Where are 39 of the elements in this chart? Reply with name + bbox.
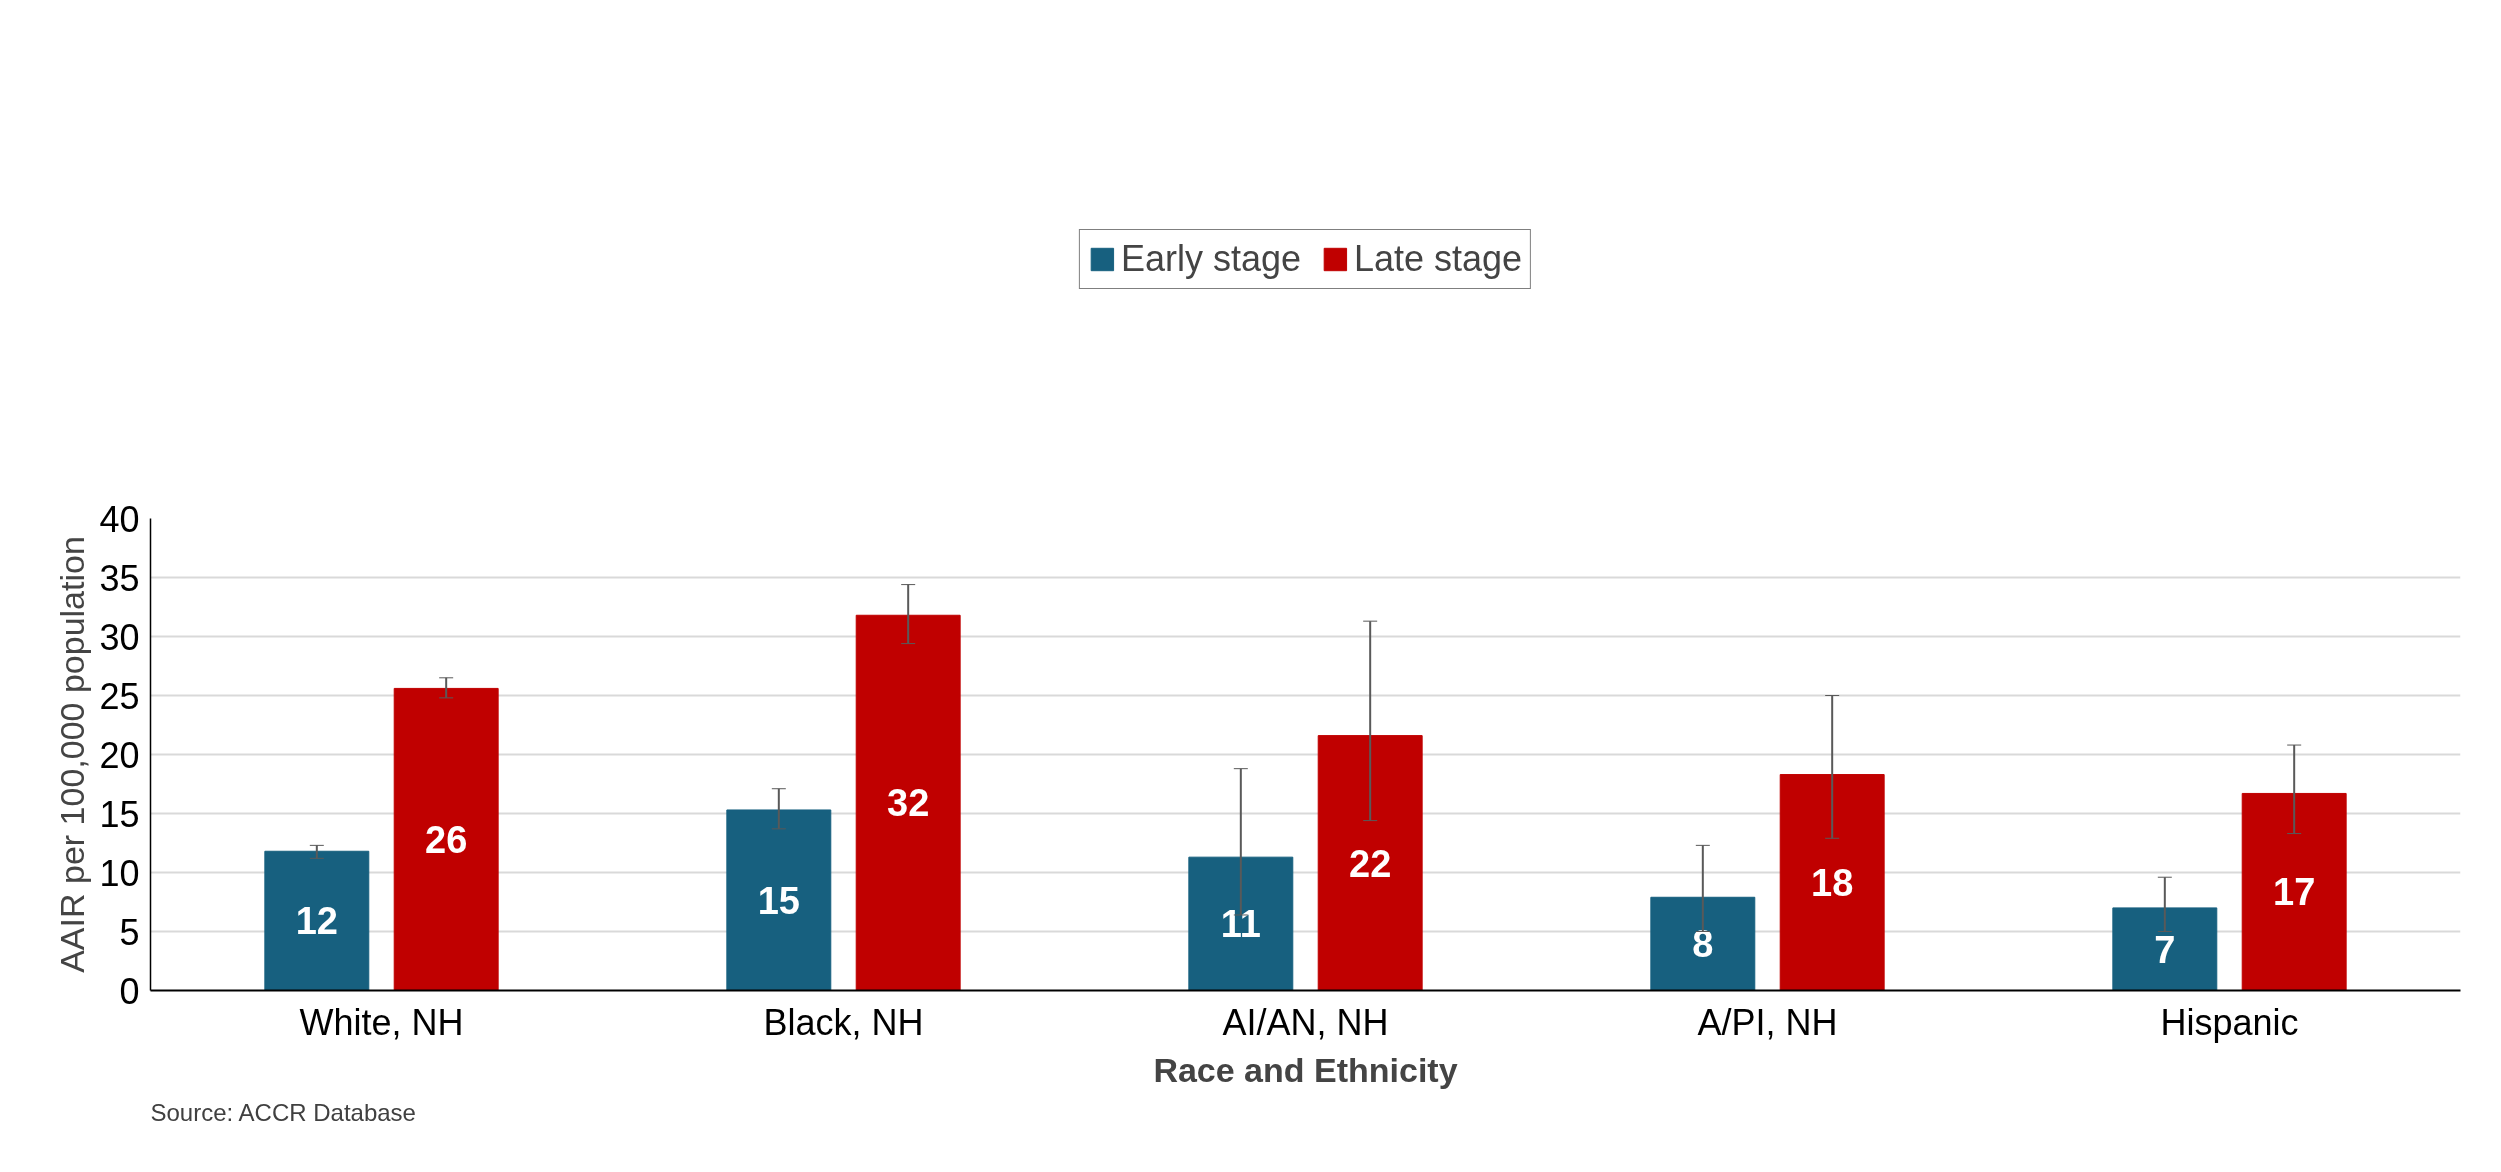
y-tick-label: 40 [99, 498, 140, 540]
y-axis-title: AAIR per 100,000 population [53, 536, 92, 973]
bar [1317, 735, 1423, 991]
y-tick-label: 20 [99, 734, 140, 776]
data-label: 26 [425, 818, 468, 861]
y-tick-label: 30 [99, 616, 140, 658]
x-tick-label: AI/AN, NH [1222, 1001, 1389, 1043]
y-tick-label: 5 [119, 911, 140, 953]
bar [1779, 774, 1885, 991]
y-tick-label: 35 [99, 557, 140, 599]
bar [726, 809, 832, 991]
x-axis-title: Race and Ethnicity [1153, 1050, 1458, 1089]
data-label: 8 [1692, 923, 1714, 966]
bar [2112, 907, 2218, 991]
x-tick-label: A/PI, NH [1697, 1001, 1838, 1043]
legend-label: Late stage [1353, 238, 1523, 280]
bar [264, 850, 370, 991]
bar [393, 687, 499, 991]
y-tick-label: 15 [99, 793, 140, 835]
data-label: 32 [887, 782, 930, 825]
x-tick-label: Hispanic [2160, 1001, 2299, 1043]
data-label: 12 [295, 900, 338, 943]
legend-label: Early stage [1120, 238, 1301, 280]
bar [1188, 856, 1294, 991]
data-label: 15 [757, 879, 800, 922]
y-tick-label: 0 [119, 970, 140, 1012]
bar [855, 614, 961, 991]
y-tick-label: 10 [99, 852, 140, 894]
x-tick-label: Black, NH [763, 1001, 924, 1043]
data-label: 18 [1811, 862, 1854, 905]
data-label: 11 [1220, 903, 1261, 946]
source-note: Source: ACCR Database [150, 1098, 416, 1126]
y-tick-label: 25 [99, 675, 140, 717]
data-label: 22 [1349, 842, 1392, 885]
x-tick-label: White, NH [299, 1001, 464, 1043]
data-label: 7 [2154, 928, 2176, 971]
data-label: 17 [2273, 871, 2316, 914]
bar [2241, 792, 2347, 991]
bar [1650, 896, 1756, 991]
